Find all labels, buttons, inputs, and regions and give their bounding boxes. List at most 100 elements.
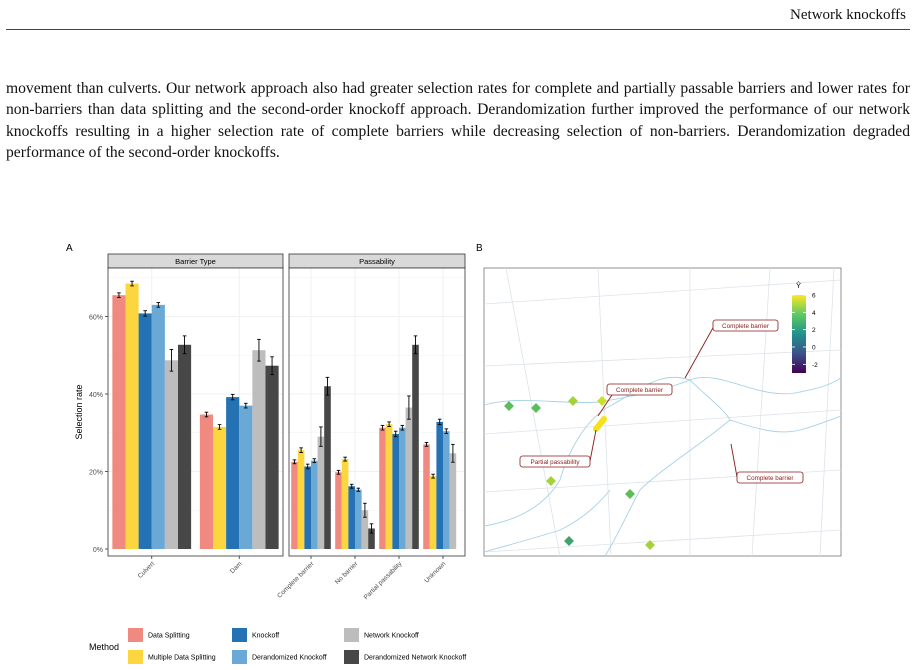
legend-label: Multiple Data Splitting xyxy=(148,655,216,662)
bar xyxy=(368,528,375,549)
bar xyxy=(436,421,443,549)
bar xyxy=(138,313,152,549)
barrier-highlight xyxy=(593,416,607,432)
bar xyxy=(341,459,349,549)
y-axis-label: Selection rate xyxy=(74,384,84,439)
map-graticule xyxy=(483,409,842,435)
river-line xyxy=(689,379,731,421)
bar xyxy=(399,427,406,549)
legend-key xyxy=(344,628,359,642)
bar xyxy=(379,427,386,549)
panel-a-tag: A xyxy=(66,243,73,254)
bar xyxy=(449,453,457,549)
bar xyxy=(429,476,437,549)
map-graticule xyxy=(483,529,842,553)
legend-key xyxy=(232,628,247,642)
y-tick-label: 60% xyxy=(89,315,103,322)
legend-label: Derandomized Network Knockoff xyxy=(364,655,466,662)
body-paragraph: movement than culverts. Our network appr… xyxy=(6,80,910,162)
bar xyxy=(178,344,192,549)
river-line xyxy=(729,415,842,433)
colorbar-tick-label: 0 xyxy=(812,345,816,352)
bar xyxy=(355,489,362,549)
annotation-label: Complete barrier xyxy=(747,475,794,482)
x-tick-label: Dam xyxy=(229,560,244,575)
barrier-point xyxy=(597,396,607,406)
colorbar-tick-label: 4 xyxy=(812,310,816,317)
bar xyxy=(112,295,126,549)
colorbar-tick-label: 2 xyxy=(812,327,816,334)
figure: A B Selection rate 0% 20% 40% 60% Barrier Typ… xyxy=(66,243,842,664)
bar xyxy=(151,304,165,549)
facet-panel-border xyxy=(107,267,284,557)
bar xyxy=(405,407,413,549)
bar xyxy=(226,397,240,549)
running-title: Network knockoffs xyxy=(790,7,906,23)
annotation-leader xyxy=(589,429,597,462)
annotation-label: Complete barrier xyxy=(722,323,769,330)
bar xyxy=(265,365,279,549)
barrier-point xyxy=(568,396,578,406)
bar xyxy=(423,444,430,549)
annotation-label: Partial passability xyxy=(531,459,581,466)
map-graticule xyxy=(819,267,835,557)
map-graticule xyxy=(483,279,842,305)
bar xyxy=(324,386,331,549)
bar xyxy=(311,460,318,549)
bar xyxy=(392,433,399,549)
legend-title: Method xyxy=(89,642,119,652)
barrier-point xyxy=(645,540,655,550)
y-tick-label: 20% xyxy=(89,470,103,477)
annotation-box xyxy=(736,471,804,484)
annotation-leader xyxy=(730,443,738,478)
legend-label: Derandomized Knockoff xyxy=(252,655,327,662)
bar xyxy=(443,431,450,549)
annotation-leader xyxy=(684,325,715,379)
legend-key xyxy=(232,650,247,664)
map-graticule xyxy=(505,267,561,557)
x-tick-label: Culvert xyxy=(137,560,157,580)
map-graticule xyxy=(483,349,842,367)
facet-panel-border xyxy=(288,267,466,557)
colorbar xyxy=(792,295,806,373)
legend-label: Network Knockoff xyxy=(364,633,419,640)
barrier-point xyxy=(564,536,574,546)
river-line xyxy=(604,419,731,557)
bar xyxy=(385,424,393,549)
facet-strip-label: Passability xyxy=(359,257,395,266)
x-tick-label: Partial passability xyxy=(363,560,404,601)
annotation-box xyxy=(606,383,673,396)
colorbar-title: Ŷ xyxy=(796,281,801,290)
y-tick-label: 40% xyxy=(89,392,103,399)
bar xyxy=(199,414,213,549)
bar xyxy=(297,450,305,549)
river-line xyxy=(483,376,691,527)
annotation-box xyxy=(519,455,591,468)
x-tick-label: Unknown xyxy=(423,560,447,584)
map-graticule xyxy=(597,267,612,557)
bar xyxy=(252,350,266,549)
legend-label: Knockoff xyxy=(252,633,279,640)
bar xyxy=(304,466,311,549)
x-tick-label: No barrier xyxy=(334,560,360,586)
facet-strip-label: Barrier Type xyxy=(175,257,216,266)
method-legend: Method Data Splitting Multiple Data Splitt… xyxy=(89,628,466,664)
bar xyxy=(335,472,342,549)
panel-a-chart: Selection rate 0% 20% 40% 60% Barrier Type Cul… xyxy=(74,253,466,601)
legend-label: Data Splitting xyxy=(148,633,190,640)
x-tick-label: Complete barrier xyxy=(276,560,316,600)
panel-b-map: Complete barrier Complete barrier Partial … xyxy=(483,267,842,557)
barrier-point xyxy=(531,403,541,413)
colorbar-tick-label: 6 xyxy=(812,293,816,300)
header-rule xyxy=(6,29,910,30)
bar xyxy=(239,405,253,549)
bar xyxy=(348,486,355,549)
map-frame xyxy=(483,267,842,557)
y-tick-label: 0% xyxy=(93,547,103,554)
annotation-leader xyxy=(597,394,613,417)
bar xyxy=(361,510,369,549)
annotation-box xyxy=(712,319,779,332)
barrier-point xyxy=(625,489,635,499)
colorbar-tick-label: -2 xyxy=(812,362,818,369)
river-line xyxy=(483,489,611,553)
